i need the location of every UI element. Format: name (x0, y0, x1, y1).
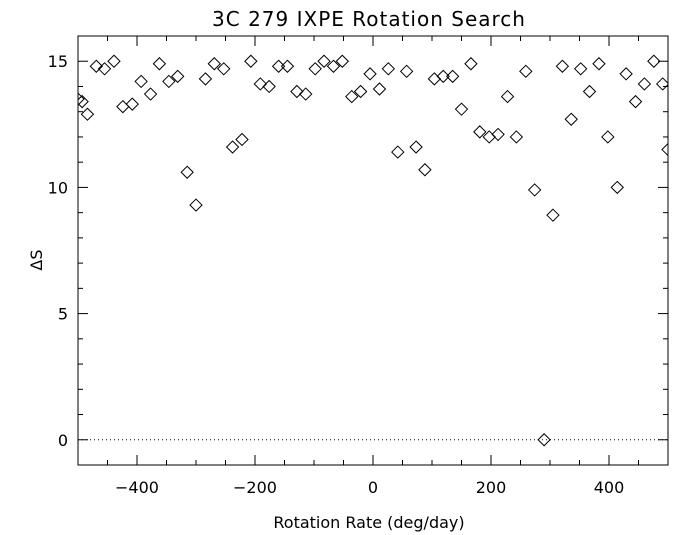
x-tick-label: −200 (233, 478, 277, 497)
data-point (80, 107, 95, 121)
y-tick-label: 5 (58, 305, 68, 324)
data-point (399, 64, 414, 79)
data-point (217, 62, 231, 76)
data-point (372, 82, 387, 96)
data-point (107, 54, 121, 68)
data-point (290, 84, 304, 99)
data-point (152, 57, 167, 71)
data-point (162, 74, 176, 89)
data-point (546, 208, 560, 222)
data-point (134, 74, 148, 89)
data-point (445, 69, 460, 84)
data-point (89, 59, 103, 73)
data-point (198, 72, 213, 86)
data-point (655, 77, 668, 91)
data-point (628, 94, 643, 109)
data-point (537, 433, 551, 447)
data-point (244, 54, 258, 68)
data-point (582, 84, 597, 99)
data-point (391, 145, 405, 159)
data-point (125, 97, 139, 111)
data-point (299, 87, 313, 101)
data-point (601, 130, 615, 144)
data-point (464, 57, 478, 71)
chart-title: 3C 279 IXPE Rotation Search (212, 7, 526, 31)
data-point (500, 89, 515, 104)
data-point (381, 62, 396, 76)
data-point (262, 79, 276, 94)
x-tick-label: −400 (115, 478, 159, 497)
x-tick-label: 0 (368, 478, 378, 497)
data-point (207, 57, 221, 71)
data-point (189, 198, 203, 212)
data-point (271, 59, 286, 73)
data-point (308, 62, 322, 76)
data-point (280, 59, 295, 73)
data-points (78, 54, 668, 447)
y-tick-label: 0 (58, 431, 68, 450)
data-point (78, 92, 85, 106)
data-point (409, 140, 423, 154)
data-point (180, 165, 194, 179)
x-axis-label: Rotation Rate (deg/day) (273, 513, 464, 532)
data-point (345, 89, 359, 104)
data-point (418, 163, 432, 177)
data-point (473, 125, 487, 139)
data-point (637, 77, 652, 91)
data-point (661, 142, 668, 157)
plot-frame (77, 35, 669, 466)
data-point (225, 140, 240, 154)
data-point (647, 54, 661, 68)
data-point (116, 99, 130, 114)
data-point (335, 54, 350, 68)
data-point (454, 102, 469, 116)
data-point (363, 67, 377, 81)
data-point (317, 54, 331, 68)
data-point (491, 127, 505, 142)
data-point (253, 77, 268, 91)
data-point (610, 180, 624, 195)
axis-ticks: −400 −200 0 200 400 0 5 10 15 (48, 35, 669, 497)
x-tick-label: 400 (594, 478, 625, 497)
data-point (436, 69, 450, 84)
data-point (555, 59, 570, 73)
data-point (143, 87, 158, 101)
data-point (573, 62, 588, 76)
data-point (592, 57, 606, 71)
data-point (171, 69, 185, 84)
y-tick-label: 15 (48, 52, 68, 71)
data-point (509, 130, 524, 144)
data-point (519, 64, 533, 79)
data-point (97, 62, 112, 76)
y-tick-label: 10 (48, 178, 68, 197)
data-point (527, 183, 542, 197)
data-point (619, 67, 633, 81)
x-tick-label: 200 (476, 478, 507, 497)
plot-area: −400 −200 0 200 400 0 5 10 15 (48, 35, 669, 497)
data-point (353, 84, 368, 99)
data-point (564, 112, 578, 126)
y-axis-label: ΔS (27, 249, 46, 270)
data-point (326, 59, 341, 73)
data-point (235, 132, 249, 147)
